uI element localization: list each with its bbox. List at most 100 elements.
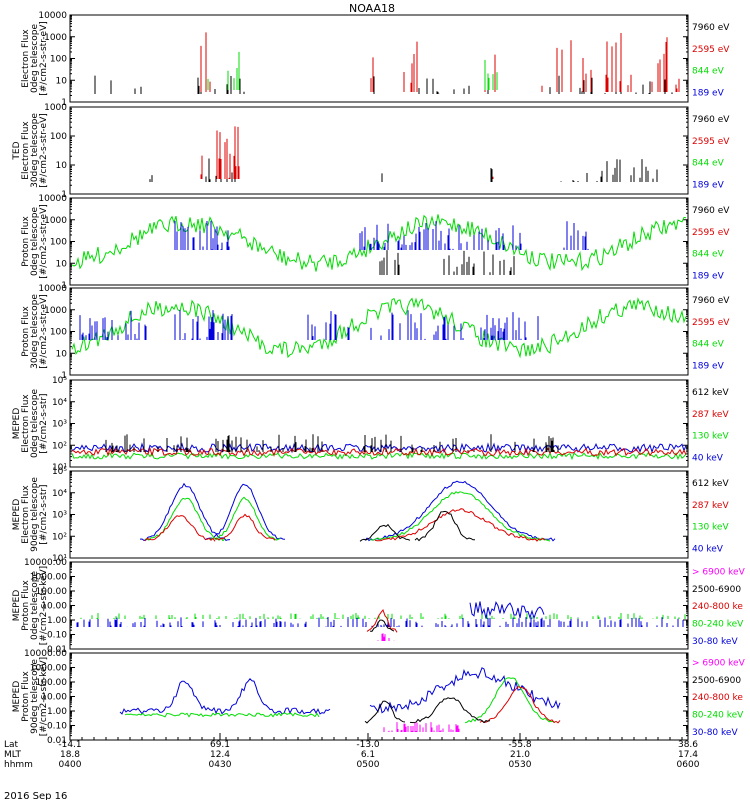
y-axis-label: 90deg telescope bbox=[30, 477, 40, 552]
x-tick-label: 18.8 bbox=[60, 750, 80, 760]
legend-entry: 189 eV bbox=[692, 88, 725, 98]
x-tick-label: 12.4 bbox=[210, 750, 230, 760]
y-axis-label: 0deg telescope bbox=[30, 389, 40, 459]
flux-trace bbox=[369, 491, 551, 542]
y-tick-label: 10000.00 bbox=[24, 649, 67, 659]
flux-trace bbox=[71, 214, 687, 272]
y-tick-label: 1000.00 bbox=[30, 573, 67, 583]
plot-frame bbox=[69, 106, 689, 195]
x-tick-label: 6.1 bbox=[361, 750, 375, 760]
legend-entry: > 6900 keV bbox=[692, 658, 746, 668]
y-tick-label: 1 bbox=[61, 281, 67, 291]
y-tick-label: 0.10 bbox=[47, 722, 67, 732]
y-tick-label: 1.00 bbox=[47, 707, 67, 717]
legend-entry: 80-240 keV bbox=[692, 711, 744, 721]
legend-entry: 189 eV bbox=[692, 361, 725, 371]
y-tick-label: 1 bbox=[61, 98, 67, 108]
panel-3: 1 10 100 1000 10000 Proton Flux 0deg telescope… bbox=[21, 194, 730, 291]
legend-entry: 2595 eV bbox=[692, 318, 730, 328]
x-tick-label: 0530 bbox=[509, 760, 532, 770]
legend-entry: 30-80 keV bbox=[692, 637, 738, 647]
plot-frame bbox=[69, 652, 689, 741]
flux-trace bbox=[119, 678, 331, 715]
y-tick-label: 1 bbox=[61, 190, 67, 200]
legend-entry: 240-800 ke bbox=[692, 693, 743, 703]
y-tick-label: 0.01 bbox=[47, 736, 67, 746]
legend-entry: 612 keV bbox=[692, 479, 729, 489]
legend-entry: 2500-6900 bbox=[692, 676, 741, 686]
y-tick-label: 10³ bbox=[52, 511, 67, 521]
y-tick-label: 1000 bbox=[44, 103, 67, 113]
legend-entry: 40 keV bbox=[692, 453, 724, 463]
y-axis-label: MEPED bbox=[12, 499, 22, 531]
date-label: 2016 Sep 16 bbox=[4, 791, 67, 800]
plot-frame bbox=[69, 561, 689, 650]
y-tick-label: 10 bbox=[56, 259, 68, 269]
flux-trace bbox=[369, 619, 395, 632]
y-tick-label: 10.00 bbox=[41, 602, 67, 612]
x-tick-label: 0430 bbox=[209, 760, 232, 770]
flux-trace bbox=[71, 446, 687, 458]
plot-frame bbox=[69, 14, 689, 103]
flux-trace bbox=[469, 600, 545, 620]
legend-entry: 2595 eV bbox=[692, 137, 730, 147]
y-axis-label: 90deg telescope bbox=[30, 659, 40, 734]
panel-2: 1 10 100 1000 TED Electron Flux 30deg telescop… bbox=[12, 103, 730, 200]
x-tick-label: -14.1 bbox=[58, 740, 81, 750]
legend-entry: 30-80 keV bbox=[692, 728, 738, 738]
legend-entry: 130 keV bbox=[692, 523, 729, 533]
y-tick-label: 100 bbox=[50, 55, 67, 65]
y-axis-label: [#/cm2-s-str-eV] bbox=[39, 204, 49, 279]
y-axis-label: 30deg telescope bbox=[30, 294, 40, 369]
y-tick-label: 100.00 bbox=[36, 678, 68, 688]
panel-7: 0.01 0.10 1.00 10.00 100.00 1000.00 10000.00 ME… bbox=[12, 558, 746, 655]
flux-trace bbox=[374, 508, 546, 542]
y-tick-label: 1 bbox=[61, 371, 67, 381]
legend-entry: 7960 eV bbox=[692, 296, 730, 306]
y-axis-label: [#/cm2-s-str-eV] bbox=[39, 113, 49, 188]
y-axis-label: [#/cm2-s-str] bbox=[39, 484, 49, 544]
y-axis-label: [#/cm2-s-str-eV] bbox=[39, 21, 49, 96]
flux-trace bbox=[364, 700, 406, 724]
legend-entry: 189 eV bbox=[692, 180, 725, 190]
y-axis-label: [#/cm2-s-str-keV] bbox=[39, 657, 49, 736]
flux-trace bbox=[409, 697, 491, 724]
y-tick-label: 10⁵ bbox=[52, 467, 67, 477]
legend-entry: 287 keV bbox=[692, 410, 729, 420]
y-tick-label: 10¹ bbox=[52, 554, 67, 564]
legend-entry: 844 eV bbox=[692, 340, 725, 350]
plot-frame bbox=[69, 470, 689, 559]
legend-entry: 2500-6900 bbox=[692, 585, 741, 595]
flux-trace bbox=[464, 677, 556, 724]
legend-entry: 287 keV bbox=[692, 501, 729, 511]
x-tick-label: 0500 bbox=[357, 760, 380, 770]
y-tick-label: 1000 bbox=[44, 216, 67, 226]
x-row-label: hhmm bbox=[4, 760, 33, 770]
legend-entry: 2595 eV bbox=[692, 45, 730, 55]
y-tick-label: 10000 bbox=[38, 194, 67, 204]
panel-1: 1 10 100 1000 10000 Electron Flux 0deg telesco… bbox=[21, 11, 730, 108]
x-tick-label: 0400 bbox=[59, 760, 82, 770]
y-axis-label: [#/cm2-s-str-keV] bbox=[39, 566, 49, 645]
legend-entry: 189 eV bbox=[692, 271, 725, 281]
plot-frame bbox=[69, 197, 689, 286]
y-axis-label: [#/cm2-s-str] bbox=[39, 393, 49, 453]
flux-trace bbox=[124, 712, 320, 718]
legend-entry: 7960 eV bbox=[692, 23, 730, 33]
legend-entry: 80-240 keV bbox=[692, 620, 744, 630]
legend-entry: 7960 eV bbox=[692, 115, 730, 125]
panel-8: 0.01 0.10 1.00 10.00 100.00 1000.00 10000.00 ME… bbox=[12, 649, 746, 746]
y-axis-label: Proton Flux bbox=[21, 216, 31, 267]
y-tick-label: 10 bbox=[56, 349, 68, 359]
flux-trace bbox=[71, 442, 687, 454]
y-axis-label: 0deg telescope bbox=[30, 571, 40, 641]
panel-6: 10¹ 10² 10³ 10⁴ 10⁵ MEPED Electron Flux 90deg t… bbox=[12, 467, 729, 564]
plot-frame bbox=[69, 379, 689, 468]
flux-trace bbox=[414, 510, 475, 542]
y-axis-label: Proton Flux bbox=[21, 671, 31, 722]
legend-entry: 130 keV bbox=[692, 432, 729, 442]
y-tick-label: 100 bbox=[50, 328, 67, 338]
y-tick-label: 10 bbox=[56, 161, 68, 171]
y-axis-label: 0deg telescope bbox=[30, 24, 40, 94]
